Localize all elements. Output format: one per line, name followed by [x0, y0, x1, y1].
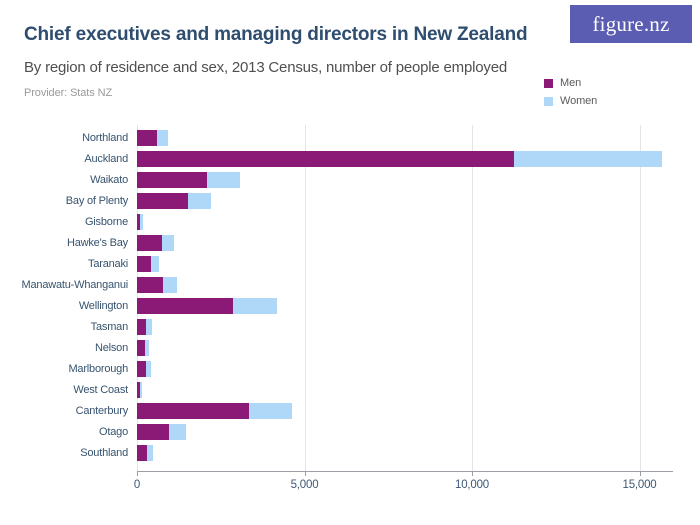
legend-item-men: Men [544, 74, 597, 92]
bar-segment-women [207, 172, 241, 188]
bar-row [137, 445, 673, 461]
gridline-10000 [472, 125, 473, 471]
bar-row [137, 424, 673, 440]
x-axis-tick-label: 15,000 [622, 479, 657, 491]
bar-segment-women [513, 151, 662, 167]
bar-row [137, 298, 673, 314]
bar-segment-men [137, 235, 163, 251]
x-axis-tick [304, 471, 306, 476]
category-label: Auckland [84, 153, 128, 165]
bar-segment-women [249, 403, 293, 419]
category-label: Waikato [90, 174, 128, 186]
bar-segment-women [233, 298, 278, 314]
bar-segment-men [137, 172, 207, 188]
bar-segment-women [162, 235, 174, 251]
legend-item-women: Women [544, 92, 597, 110]
x-axis-tick-label: 0 [133, 479, 141, 491]
bar-segment-women [163, 277, 178, 293]
category-axis: Northland Auckland Waikato Bay of Plenty Gis… [0, 125, 129, 471]
bar-segment-men [137, 340, 146, 356]
bar-segment-women [151, 256, 160, 272]
category-label: Tasman [90, 321, 129, 333]
x-axis-tick-label: 5,000 [290, 479, 319, 491]
bar-segment-men [137, 319, 147, 335]
category-label: Marlborough [68, 363, 128, 375]
bar-segment-men [137, 424, 170, 440]
bar-segment-men [137, 445, 148, 461]
bar-row [137, 382, 673, 398]
bar-segment-women [146, 319, 152, 335]
figure-nz-logo-text: figure.nz [592, 11, 670, 36]
bar-segment-women [156, 130, 169, 146]
x-axis-tick [137, 471, 138, 476]
bar-row [137, 214, 673, 230]
bar-row [137, 340, 673, 356]
bar-segment-women [169, 424, 187, 440]
category-label: Taranaki [88, 258, 128, 270]
bar-segment-men [137, 130, 157, 146]
bar-row [137, 256, 673, 272]
bar-row [137, 319, 673, 335]
category-label: Gisborne [84, 216, 128, 228]
category-label: Canterbury [75, 405, 129, 417]
bar-segment-women [147, 445, 153, 461]
bar-row [137, 151, 673, 167]
category-label: Wellington [78, 300, 128, 312]
category-label: Hawke's Bay [66, 237, 128, 249]
chart-legend: Men Women [544, 74, 597, 110]
category-label: Bay of Plenty [65, 195, 128, 207]
bar-segment-women [140, 214, 143, 230]
bar-segment-women [140, 382, 143, 398]
bar-row [137, 172, 673, 188]
bar-segment-men [137, 256, 152, 272]
bar-segment-women [145, 340, 150, 356]
category-label: West Coast [73, 384, 128, 396]
category-label: Otago [99, 426, 128, 438]
legend-swatch-icon [544, 78, 553, 88]
bar-row [137, 403, 673, 419]
bar-segment-women [146, 361, 151, 377]
category-label: Northland [82, 132, 128, 144]
x-axis-tick [472, 471, 473, 476]
bar-row [137, 235, 673, 251]
provider-credit: Provider: Stats NZ [24, 87, 113, 99]
bar-segment-men [137, 277, 164, 293]
bar-segment-women [187, 193, 212, 209]
gridline-15000 [639, 125, 641, 471]
category-label: Nelson [94, 342, 128, 354]
figure-nz-logo[interactable]: figure.nz [570, 5, 692, 43]
bar-segment-men [137, 361, 147, 377]
bar-segment-men [137, 298, 234, 314]
legend-label: Women [560, 95, 598, 107]
x-axis-tick [639, 471, 641, 476]
bar-segment-men [137, 151, 514, 167]
bar-row [137, 361, 673, 377]
x-axis-tick-label: 10,000 [455, 479, 489, 491]
bar-row [137, 277, 673, 293]
legend-label: Men [560, 77, 582, 89]
bar-row [137, 193, 673, 209]
plot-area: 0 5,000 10,000 15,000 [134, 125, 673, 491]
bar-segment-men [137, 193, 188, 209]
category-label: Manawatu-Whanganui [21, 279, 129, 291]
bar-segment-men [137, 403, 250, 419]
category-label: Southland [80, 447, 128, 459]
chart-subtitle: By region of residence and sex, 2013 Cen… [24, 59, 507, 76]
bar-segment-men [137, 382, 141, 398]
legend-swatch-icon [544, 96, 553, 106]
page-title: Chief executives and managing directors … [24, 24, 528, 45]
bar-segment-men [137, 214, 141, 230]
bar-row [137, 130, 673, 146]
gridline-5000 [304, 125, 306, 471]
